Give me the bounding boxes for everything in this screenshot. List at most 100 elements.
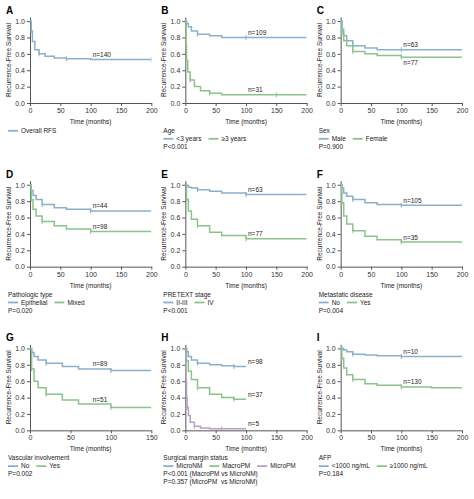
panel: G0501001500.00.20.40.60.81.0Time (months… [5,332,158,477]
p-value-line: P=0.900 [319,143,344,150]
y-tick-mark [27,87,30,88]
y-tick-mark [338,218,341,219]
x-tick-mark [462,267,463,270]
x-axis: 050100150200 [184,103,313,114]
x-tick: 200 [457,267,469,278]
x-tick-mark [121,103,122,106]
censor-mark [352,49,353,54]
y-axis: 0.00.20.40.60.81.0 [15,18,30,107]
plot: 0501001502000.00.20.40.60.81.0Time (mont… [160,181,313,290]
x-tick-label: 200 [457,434,469,441]
x-tick-mark [432,267,433,270]
y-axis-title: Recurrence-Free Survival [316,350,323,425]
y-tick-label: 0.2 [326,247,336,254]
x-tick-label: 0 [29,434,33,441]
legend-label: Yes [49,462,60,469]
censor-mark [209,91,210,96]
x-axis-line [31,430,152,431]
y-tick-mark [338,87,341,88]
y-tick-mark [338,414,341,415]
y-tick-label: 0.8 [326,362,336,369]
y-tick-label: 0.0 [15,100,25,107]
x-tick-mark [91,103,92,106]
legend-title: Vascular involvement [8,454,69,461]
legend-label: Male [332,135,346,142]
y-tick-label: 1.0 [326,345,336,352]
marks [341,21,462,60]
y-tick-mark [182,70,185,71]
y-tick-mark [182,201,185,202]
p-value: P<0.001 (MacroPM vs MicroNM)P=0.357 (Mic… [163,470,257,486]
censor-mark [90,208,91,213]
panel-label: G [6,332,14,343]
x-axis-title: Time (months) [225,282,267,290]
legend-title: Surgical margin status [163,454,228,462]
x-tick-label: 50 [368,271,376,278]
legend-swatch [8,302,18,304]
y-tick: 0.8 [171,198,186,205]
legend: Age<3 years≥3 years [163,127,247,143]
n-label: n=63 [403,41,418,48]
x-tick-label: 0 [339,271,343,278]
censor-mark [39,51,40,56]
y-tick-mark [27,218,30,219]
censor-mark [190,78,191,83]
x-tick-label: 200 [457,271,469,278]
censor-mark [197,187,198,192]
panel: I0501001502000.00.20.40.60.81.0Time (mon… [316,332,469,477]
y-tick: 1.0 [326,345,341,352]
x-tick-mark [276,267,277,270]
y-tick-mark [338,37,341,38]
x-tick: 50 [57,103,65,114]
x-tick-label: 200 [457,107,469,114]
marks [185,183,306,241]
censor-mark [185,43,186,48]
legend-swatch [347,302,357,304]
y-axis-title: Recurrence-Free Survival [5,350,12,425]
y-tick: 0.8 [15,34,30,41]
x-tick-mark [246,267,247,270]
y-axis: 0.00.20.40.60.81.0 [171,18,186,107]
n-label: n=5 [248,420,259,427]
survival-curve [185,348,246,428]
y-tick: 0.2 [326,83,341,90]
y-tick-label: 1.0 [15,182,25,189]
x-tick-label: 100 [85,271,97,278]
y-tick-label: 0.6 [15,378,25,385]
y-tick-label: 0.4 [326,67,336,74]
y-tick-label: 0.0 [171,427,181,434]
censor-mark [341,31,342,36]
survival-curve [185,185,306,239]
y-tick-mark [27,185,30,186]
y-tick-label: 0.2 [171,411,181,418]
legend: Metastatic diseaseNoYes [319,291,373,306]
y-tick: 0.0 [326,100,341,107]
x-tick-label: 50 [368,434,376,441]
x-tick-label: 50 [212,434,220,441]
x-tick: 100 [396,430,408,441]
survival-curve [30,21,151,59]
legend-swatch [319,302,329,304]
y-tick-mark [182,21,185,22]
censor-mark [197,385,198,390]
y-tick: 0.8 [171,362,186,369]
p-value: P=0.184 [319,470,344,477]
x-tick-label: 200 [146,271,158,278]
legend-label: MicroPM [270,462,296,469]
censor-mark [42,202,43,207]
x-tick-label: 150 [116,271,128,278]
y-tick: 0.4 [171,394,186,401]
p-value-line: P=0.184 [319,470,344,477]
y-tick-mark [338,348,341,349]
panel: A0501001502000.00.20.40.60.81.0Time (mon… [5,5,158,134]
x-tick-label: 50 [57,107,65,114]
y-tick-label: 0.8 [171,34,181,41]
y-tick-label: 1.0 [326,18,336,25]
legend-item: Male [319,135,346,142]
marks [30,21,151,62]
x-tick-label: 150 [426,107,438,114]
n-label: n=77 [403,59,418,66]
y-axis-line [30,345,31,431]
x-tick-mark [151,103,152,106]
y-tick-mark [338,381,341,382]
